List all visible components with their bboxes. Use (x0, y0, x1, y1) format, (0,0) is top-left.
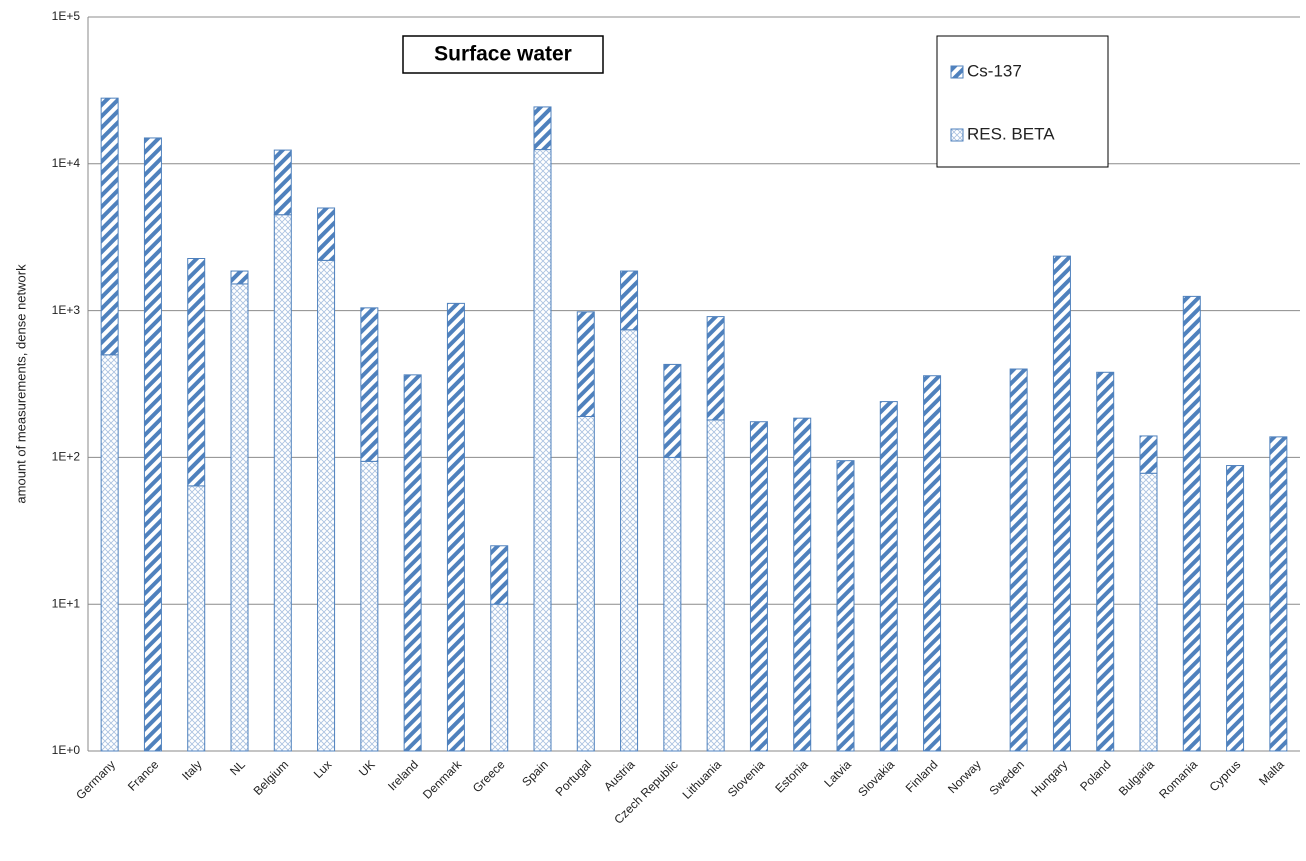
y-tick-label: 1E+4 (52, 156, 81, 170)
bar-segment (620, 329, 639, 752)
bar-segment (620, 270, 639, 331)
x-tick-label: Bulgaria (1116, 757, 1157, 798)
x-tick-label: Ireland (385, 757, 421, 793)
x-tick-label: Norway (945, 757, 984, 796)
bar-segment (793, 417, 812, 752)
x-tick-label: Spain (519, 757, 551, 789)
x-tick-label: UK (356, 757, 378, 779)
x-tick-label: Malta (1256, 757, 1287, 788)
x-tick-label: Greece (470, 757, 508, 795)
bar-segment (100, 354, 119, 752)
chart-title: Surface water (434, 43, 572, 66)
bar-segment (360, 307, 379, 462)
legend-label: RES. BETA (967, 124, 1055, 143)
x-tick-label: Finland (903, 757, 941, 795)
x-tick-label: Austria (601, 757, 638, 794)
bar-segment (1139, 472, 1158, 752)
bar-segment (403, 374, 422, 752)
bar-segment (100, 97, 119, 356)
bar-segment (446, 302, 465, 752)
bar-segment (317, 207, 336, 261)
bar-segment (1009, 368, 1028, 752)
bar-segment (360, 460, 379, 752)
y-tick-label: 1E+0 (52, 743, 81, 757)
bar-segment (533, 106, 552, 151)
legend-box (936, 35, 1109, 168)
bar-segment (230, 270, 249, 285)
bar-segment (187, 258, 206, 487)
bar-segment (187, 485, 206, 752)
x-tick-label: Italy (179, 757, 204, 782)
x-tick-label: Romania (1156, 757, 1200, 801)
bar-segment (663, 456, 682, 752)
bar-segment (1182, 295, 1201, 752)
y-tick-label: 1E+2 (52, 450, 81, 464)
bar-segment (1139, 435, 1158, 474)
bar-segment (317, 259, 336, 752)
legend-label: Cs-137 (967, 61, 1022, 80)
title-box (402, 35, 604, 74)
bar-segment (1226, 465, 1245, 752)
bar-segment (576, 311, 595, 417)
x-tick-label: Cyprus (1207, 757, 1244, 794)
x-tick-label: Lithuania (680, 757, 725, 802)
x-tick-label: Estonia (772, 757, 810, 795)
x-tick-label: Slovenia (725, 757, 768, 800)
bar-segment (663, 363, 682, 458)
x-tick-label: Lux (311, 757, 335, 781)
bar-segment (706, 316, 725, 421)
bar-segment (143, 137, 162, 752)
x-tick-label: Denmark (420, 757, 465, 802)
bar-segment (273, 214, 292, 752)
x-tick-label: NL (227, 757, 248, 778)
x-tick-label: Portugal (553, 757, 595, 799)
bar-segment (490, 603, 509, 752)
y-tick-label: 1E+5 (52, 9, 81, 23)
bar-segment (230, 283, 249, 752)
x-tick-label: Belgium (251, 757, 292, 798)
bar-segment (923, 375, 942, 752)
y-axis-label: amount of measurements, dense network (13, 264, 28, 504)
x-tick-label: Germany (73, 757, 118, 802)
bar-segment (576, 415, 595, 752)
x-tick-label: France (125, 757, 162, 794)
bar-segment (1096, 371, 1115, 752)
x-tick-label: Hungary (1028, 757, 1070, 799)
bar-segment (1052, 255, 1071, 752)
y-tick-label: 1E+3 (52, 303, 81, 317)
bar-segment (533, 149, 552, 752)
legend-swatch (950, 128, 964, 142)
y-tick-label: 1E+1 (52, 596, 81, 610)
legend-swatch (950, 65, 964, 79)
bar-segment (706, 419, 725, 752)
x-tick-label: Sweden (986, 757, 1027, 798)
x-tick-label: Slovakia (855, 757, 897, 799)
bar-segment (1269, 436, 1288, 752)
bar-segment (273, 149, 292, 216)
bar-segment (490, 545, 509, 605)
x-tick-label: Poland (1077, 757, 1113, 793)
bar-segment (836, 460, 855, 752)
bar-segment (879, 401, 898, 752)
bar-segment (749, 421, 768, 752)
x-tick-label: Latvia (821, 757, 854, 790)
